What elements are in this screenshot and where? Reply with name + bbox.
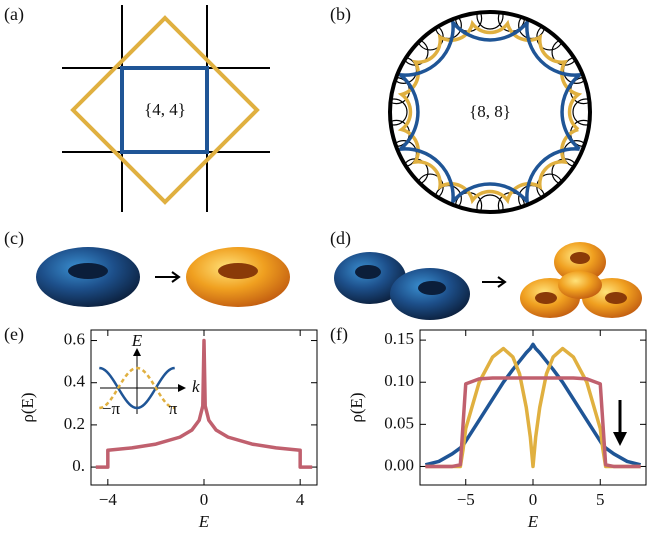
x-tick-label: 0 (200, 490, 209, 509)
inset-tick-label: −π (102, 399, 121, 418)
y-axis-label: ρ(E) (347, 392, 366, 422)
y-tick-label: 0.2 (64, 414, 85, 433)
panel-label: (b) (330, 4, 351, 25)
tiling-arc (476, 13, 504, 30)
inset-arrow (133, 348, 141, 356)
x-axis-label: E (198, 512, 210, 531)
y-tick-label: 0. (72, 456, 85, 475)
x-tick-label: 5 (596, 490, 605, 509)
inset-tick-label: π (169, 399, 178, 418)
poincare-disk (388, 10, 592, 214)
panel-label: (e) (4, 324, 24, 345)
x-tick-label: −4 (99, 490, 118, 509)
yellow-cell (70, 15, 260, 205)
y-tick-label: 0.10 (384, 371, 414, 390)
panel-label: (d) (330, 228, 351, 249)
x-tick-label: −5 (457, 490, 475, 509)
tiling-arc (476, 194, 504, 211)
series-line (425, 376, 641, 469)
schlafli-symbol: {8, 8} (469, 102, 511, 121)
inset-x-label: k (192, 377, 200, 396)
plot-frame (90, 329, 318, 486)
x-axis-label: E (527, 512, 539, 531)
arrow (155, 271, 181, 283)
series-line (425, 346, 641, 469)
torus-blue (36, 247, 140, 307)
torus-orange (186, 247, 290, 307)
inset-band (99, 366, 175, 410)
series-line (424, 342, 642, 467)
panel-label: (a) (4, 4, 24, 25)
triple-torus (520, 242, 642, 318)
y-tick-label: 0.05 (384, 413, 414, 432)
arrow (482, 276, 507, 288)
x-tick-label: 4 (296, 490, 305, 509)
panel-label: (f) (330, 324, 348, 345)
tiling-arc (391, 98, 408, 126)
inset-arrow (178, 384, 186, 392)
x-tick-label: 0 (529, 490, 538, 509)
plot-frame (419, 329, 647, 486)
inset-y-label: E (131, 331, 143, 350)
tiling-cell (394, 16, 586, 208)
blue-cell (120, 66, 209, 154)
schlafli-symbol: {4, 4} (144, 100, 186, 119)
series-line (95, 338, 313, 469)
y-tick-label: 0.15 (384, 329, 414, 348)
y-tick-label: 0.6 (64, 329, 85, 348)
y-tick-label: 0.00 (384, 455, 414, 474)
annotation-arrow (613, 400, 627, 446)
tiling-arc (572, 98, 589, 126)
inset-band (99, 366, 175, 410)
y-tick-label: 0.4 (64, 372, 86, 391)
double-torus (334, 252, 470, 320)
panel-label: (c) (4, 228, 24, 249)
y-axis-label: ρ(E) (18, 392, 37, 422)
